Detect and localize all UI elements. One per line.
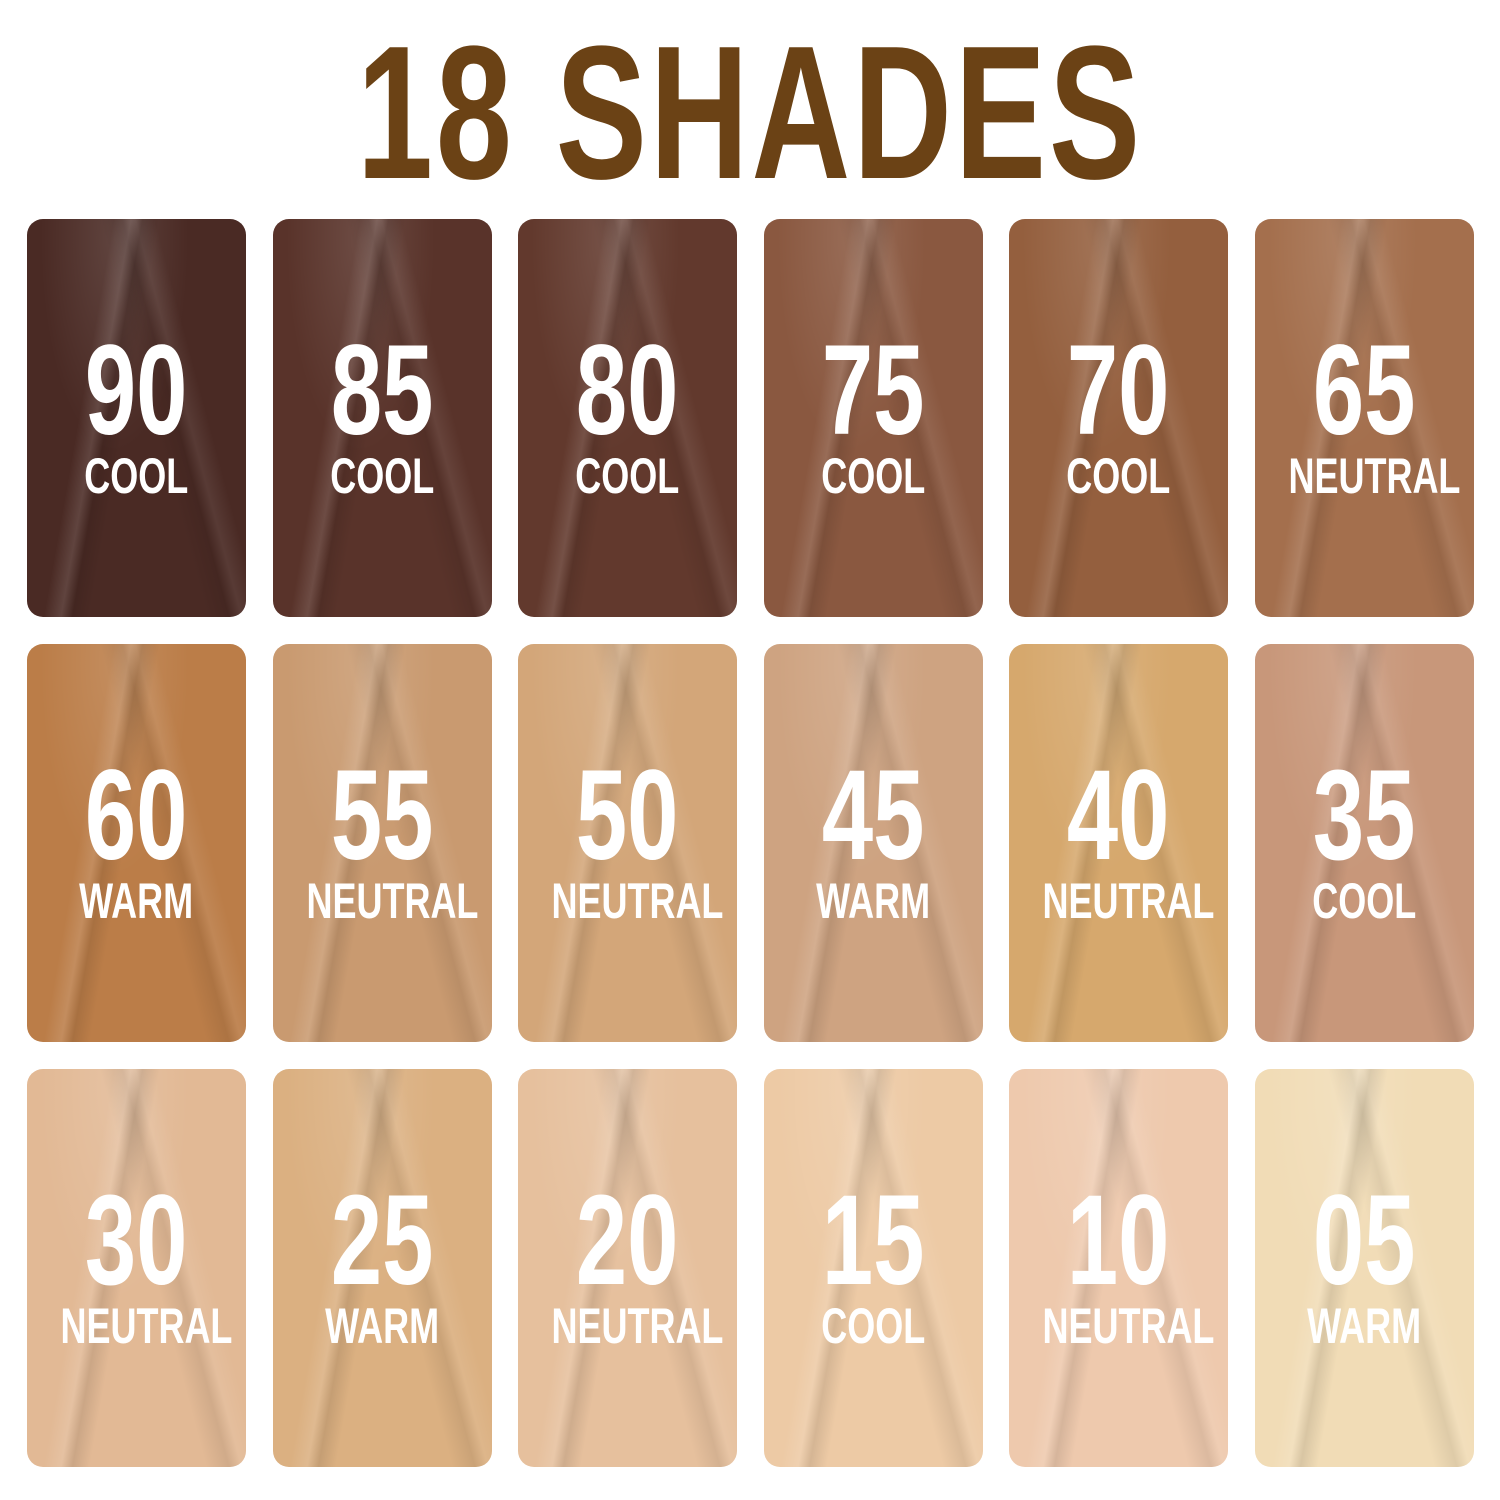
shade-number: 70 <box>1009 327 1228 455</box>
shade-undertone-text: COOL <box>821 1298 925 1354</box>
shade-undertone-text: NEUTRAL <box>551 1298 724 1354</box>
shade-number: 75 <box>764 327 983 455</box>
shade-number-text: 45 <box>821 744 925 887</box>
shade-swatch: 75 COOL <box>763 219 983 617</box>
shade-undertone: COOL <box>518 451 737 501</box>
shade-undertone-text: NEUTRAL <box>1287 448 1460 504</box>
shade-grid: 90 COOL 85 COOL 80 COOL 75 COOL 70 COOL 65 NE… <box>27 219 1474 1467</box>
shade-swatch: 15 COOL <box>763 1069 983 1467</box>
shade-number: 05 <box>1255 1177 1474 1305</box>
shade-swatch: 30 NEUTRAL <box>27 1069 246 1467</box>
shade-swatch: 35 COOL <box>1254 644 1474 1042</box>
shade-undertone: COOL <box>1009 451 1228 501</box>
shade-swatch: 55 NEUTRAL <box>272 644 492 1042</box>
shade-number-text: 65 <box>1312 319 1416 462</box>
shade-number-text: 85 <box>330 319 434 462</box>
shade-undertone-text: NEUTRAL <box>60 1298 233 1354</box>
shade-number-text: 15 <box>821 1169 925 1312</box>
shade-undertone: COOL <box>27 451 246 501</box>
shade-number-text: 10 <box>1067 1169 1170 1312</box>
shade-number-text: 80 <box>576 319 679 462</box>
shade-undertone: COOL <box>764 1301 983 1351</box>
shade-undertone-text: NEUTRAL <box>1042 873 1215 929</box>
shade-undertone: NEUTRAL <box>1009 876 1228 926</box>
shade-swatch: 05 WARM <box>1254 1069 1474 1467</box>
shade-undertone-text: COOL <box>1066 448 1171 504</box>
shade-undertone-text: COOL <box>821 448 925 504</box>
shade-number-text: 55 <box>330 744 434 887</box>
shade-undertone: NEUTRAL <box>518 1301 737 1351</box>
shade-swatch: 70 COOL <box>1009 219 1228 617</box>
shade-swatch: 20 NEUTRAL <box>518 1069 737 1467</box>
shade-undertone: NEUTRAL <box>27 1301 246 1351</box>
shade-number-text: 60 <box>85 744 188 887</box>
shade-undertone: COOL <box>1255 876 1474 926</box>
shade-undertone-text: WARM <box>325 1298 439 1354</box>
shade-undertone-text: WARM <box>816 873 930 929</box>
shade-swatch: 80 COOL <box>518 219 737 617</box>
shade-number: 80 <box>518 327 737 455</box>
shade-undertone: NEUTRAL <box>1009 1301 1228 1351</box>
shade-swatch: 90 COOL <box>27 219 246 617</box>
shade-undertone: COOL <box>764 451 983 501</box>
shade-number: 25 <box>273 1177 492 1305</box>
shade-undertone-text: NEUTRAL <box>1042 1298 1215 1354</box>
shade-undertone-text: COOL <box>84 448 189 504</box>
shade-swatch: 10 NEUTRAL <box>1009 1069 1228 1467</box>
shade-number: 30 <box>27 1177 246 1305</box>
shade-number-text: 20 <box>576 1169 679 1312</box>
shade-swatch: 40 NEUTRAL <box>1009 644 1228 1042</box>
shade-number: 90 <box>27 327 246 455</box>
title-text: 18 SHADES <box>356 7 1144 219</box>
shade-undertone: NEUTRAL <box>273 876 492 926</box>
shade-number: 85 <box>273 327 492 455</box>
shade-number-text: 75 <box>821 319 925 462</box>
shade-undertone-text: WARM <box>79 873 194 929</box>
shade-undertone: NEUTRAL <box>1255 451 1474 501</box>
shade-undertone: COOL <box>273 451 492 501</box>
shade-number: 60 <box>27 752 246 880</box>
shade-number-text: 30 <box>85 1169 188 1312</box>
shade-undertone-text: NEUTRAL <box>551 873 724 929</box>
shade-swatch: 45 WARM <box>763 644 983 1042</box>
shade-number-text: 40 <box>1067 744 1170 887</box>
shade-undertone-text: COOL <box>575 448 680 504</box>
shade-undertone: WARM <box>273 1301 492 1351</box>
shade-number-text: 90 <box>85 319 188 462</box>
shade-undertone-text: WARM <box>1307 1298 1421 1354</box>
shade-swatch: 50 NEUTRAL <box>518 644 737 1042</box>
shade-number: 20 <box>518 1177 737 1305</box>
shade-swatch: 25 WARM <box>272 1069 492 1467</box>
shade-number: 35 <box>1255 752 1474 880</box>
shade-number: 50 <box>518 752 737 880</box>
shade-undertone: WARM <box>1255 1301 1474 1351</box>
shade-number: 55 <box>273 752 492 880</box>
shade-number-text: 35 <box>1312 744 1416 887</box>
page-title: 18 SHADES <box>0 18 1500 208</box>
shade-swatch: 85 COOL <box>272 219 492 617</box>
shade-number-text: 05 <box>1312 1169 1416 1312</box>
shade-swatch: 65 NEUTRAL <box>1254 219 1474 617</box>
shade-number: 45 <box>764 752 983 880</box>
shade-undertone-text: COOL <box>1312 873 1416 929</box>
shade-undertone-text: COOL <box>330 448 434 504</box>
shade-number: 15 <box>764 1177 983 1305</box>
shade-undertone: NEUTRAL <box>518 876 737 926</box>
shade-number-text: 25 <box>330 1169 434 1312</box>
shade-undertone-text: NEUTRAL <box>305 873 478 929</box>
shade-number-text: 50 <box>576 744 679 887</box>
shade-number-text: 70 <box>1067 319 1170 462</box>
shade-undertone: WARM <box>27 876 246 926</box>
shade-number: 10 <box>1009 1177 1228 1305</box>
shade-number: 40 <box>1009 752 1228 880</box>
shade-swatch: 60 WARM <box>27 644 246 1042</box>
shade-undertone: WARM <box>764 876 983 926</box>
shade-number: 65 <box>1255 327 1474 455</box>
